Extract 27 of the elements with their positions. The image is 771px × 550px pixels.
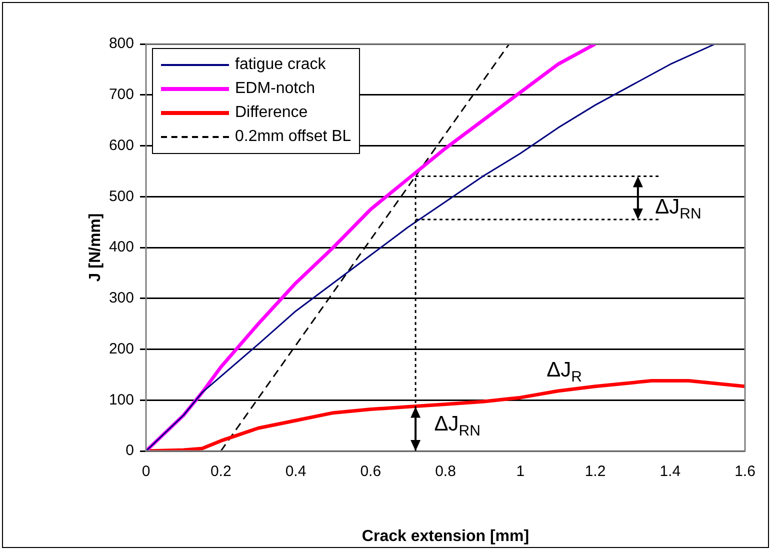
- y-tick-label: 800: [108, 35, 134, 52]
- y-axis-title: J [N/mm]: [87, 213, 104, 282]
- x-tick-label: 0.8: [435, 463, 456, 480]
- x-axis-title: Crack extension [mm]: [362, 528, 530, 545]
- y-tick-label: 200: [108, 340, 134, 358]
- y-tick-label: 400: [108, 238, 134, 256]
- x-tick-label: 1.2: [584, 463, 606, 480]
- x-tick-label: 0.2: [210, 463, 232, 480]
- x-tick-label: 0: [142, 463, 150, 480]
- x-tick-label: 1.6: [734, 463, 756, 480]
- annotation: ΔJ$_{RN}$: [434, 412, 480, 440]
- x-tick-label: 1.4: [660, 463, 681, 480]
- legend-label: EDM-notch: [235, 80, 316, 98]
- y-tick-label: 100: [108, 391, 134, 408]
- legend-label: fatigue crack: [235, 56, 326, 74]
- x-tick-label: 0.6: [360, 463, 382, 480]
- legend-label: 0.2mm offset BL: [235, 128, 352, 146]
- y-tick-label: 300: [108, 290, 134, 307]
- y-tick-label: 700: [108, 86, 134, 104]
- legend-label: Difference: [235, 104, 308, 122]
- y-tick-label: 500: [108, 188, 134, 205]
- y-tick-label: 600: [108, 136, 134, 154]
- annotation: ΔJ$_{RN}$: [655, 195, 702, 222]
- annotation: ΔJ$_{R}$: [546, 358, 582, 386]
- y-tick-label: 0: [126, 442, 134, 460]
- x-tick-label: 0.4: [285, 463, 306, 480]
- x-tick-label: 1: [516, 463, 525, 480]
